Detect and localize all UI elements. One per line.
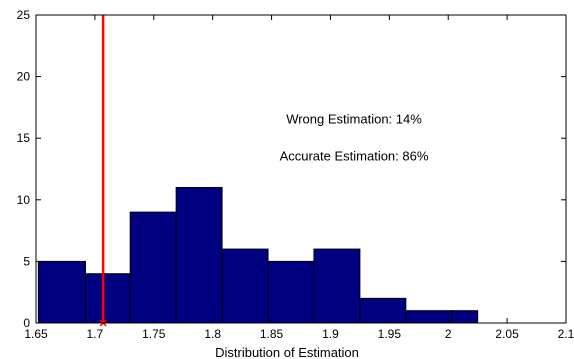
y-tick-label: 5 [23,254,30,268]
histogram-bar-3 [176,187,222,323]
histogram-bar-6 [314,249,360,323]
x-tick-label: 1.95 [378,327,402,341]
x-tick-label: 1.9 [322,327,339,341]
histogram-bar-0 [38,261,85,323]
annotation-wrong-estimation: Wrong Estimation: 14% [286,112,422,127]
x-tick-label: 1.85 [260,327,284,341]
y-tick-label: 20 [17,70,31,84]
histogram-bar-8 [406,311,452,323]
x-tick-labels: 1.65 1.7 1.75 1.8 1.85 1.9 1.95 2 2.05 2.1 [24,327,574,341]
x-tick-label: 2.1 [558,327,574,341]
y-tick-label: 0 [23,316,30,330]
histogram-bar-7 [360,298,406,323]
x-axis-label: Distribution of Estimation [215,345,359,359]
x-tick-label: 1.75 [142,327,166,341]
x-tick-label: 1.8 [204,327,221,341]
y-tick-label: 15 [17,131,31,145]
x-tick-label: 2 [445,327,452,341]
y-tick-label: 25 [17,8,31,22]
histogram-bar-9 [452,311,478,323]
histogram-bar-2 [130,212,176,323]
y-tick-labels: 0 5 10 15 20 25 [17,8,31,330]
annotation-accurate-estimation: Accurate Estimation: 86% [280,149,429,164]
y-tick-label: 10 [17,193,31,207]
histogram-bar-4 [222,249,268,323]
histogram-bar-5 [268,261,314,323]
histogram-bar-1 [85,274,130,323]
x-tick-label: 1.7 [87,327,104,341]
x-tick-label: 2.05 [495,327,519,341]
